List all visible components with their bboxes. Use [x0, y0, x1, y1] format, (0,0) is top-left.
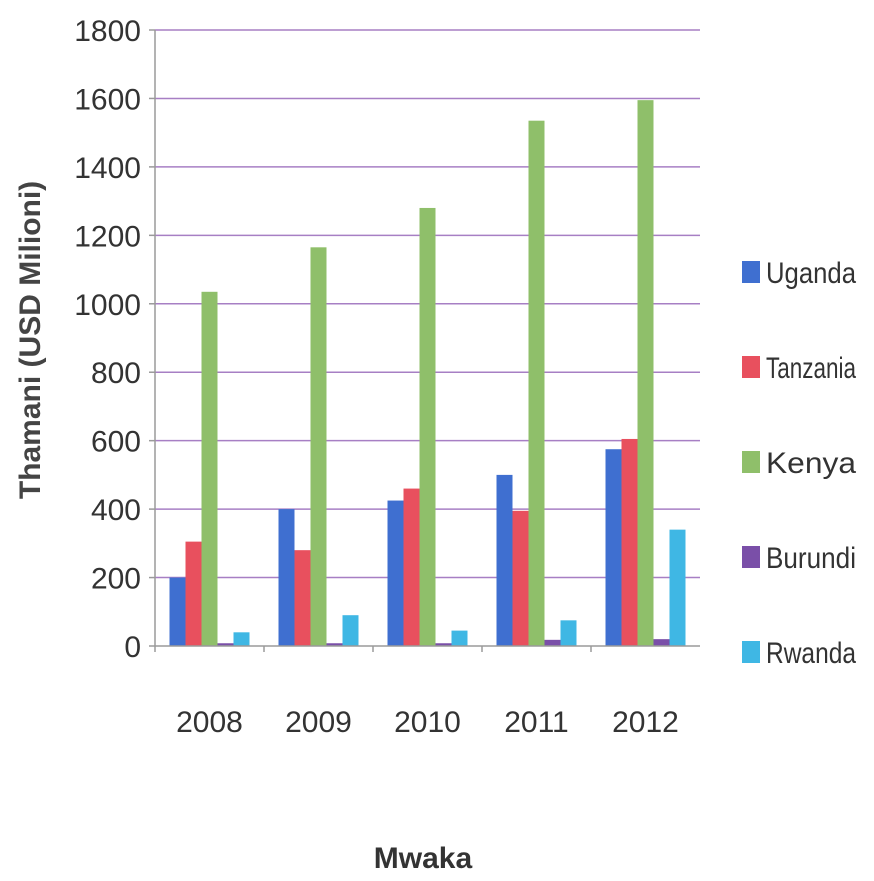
bar-tanzania-2009	[294, 550, 311, 646]
bar-kenya-2010	[419, 207, 436, 646]
legend-label-uganda: Uganda	[766, 257, 856, 290]
y-tick-label: 800	[91, 357, 141, 390]
y-tick-label: 200	[91, 563, 141, 596]
x-axis-title: Mwaka	[374, 842, 473, 875]
y-tick-label: 0	[124, 631, 141, 664]
bar-burundi-2009	[326, 643, 343, 646]
x-tick-label: 2009	[285, 706, 352, 739]
y-tick-label: 1800	[74, 15, 141, 48]
bar-burundi-2008	[217, 643, 234, 646]
y-tick-label: 1400	[74, 152, 141, 185]
bar-burundi-2011	[544, 639, 561, 646]
legend-label-tanzania: Tanzania	[766, 352, 856, 385]
bar-tanzania-2008	[185, 541, 202, 646]
x-tick-label: 2010	[394, 706, 461, 739]
y-tick-label: 1000	[74, 289, 141, 322]
legend-label-burundi: Burundi	[766, 542, 856, 575]
bar-kenya-2009	[310, 247, 327, 647]
y-axis-title: Thamani (USD Milioni)	[14, 181, 47, 499]
bar-rwanda-2012	[669, 529, 686, 646]
legend-swatch-kenya	[742, 451, 760, 473]
bar-burundi-2012	[653, 639, 670, 646]
bar-rwanda-2008	[233, 632, 250, 646]
bar-rwanda-2010	[451, 630, 468, 646]
x-tick-label: 2011	[504, 706, 569, 739]
y-tick-label: 1600	[74, 83, 141, 116]
bar-tanzania-2012	[621, 438, 638, 646]
x-tick-labels: 2008 2009 2010 2011 2012	[154, 646, 679, 739]
bar-tanzania-2010	[403, 488, 420, 646]
bar-kenya-2011	[528, 120, 545, 646]
bars	[169, 100, 686, 647]
legend-swatch-tanzania	[742, 356, 760, 378]
bar-uganda-2010	[387, 500, 404, 646]
bar-uganda-2008	[169, 577, 186, 646]
x-tick-label: 2012	[612, 706, 679, 739]
y-tick-label: 400	[91, 494, 141, 527]
legend-swatch-burundi	[742, 546, 760, 568]
legend-swatch-rwanda	[742, 641, 760, 663]
bar-rwanda-2011	[560, 620, 577, 646]
bar-burundi-2010	[435, 643, 452, 646]
y-tick-label: 600	[91, 426, 141, 459]
x-tick-label: 2008	[176, 706, 243, 739]
bar-kenya-2012	[637, 100, 654, 646]
legend-swatch-uganda	[742, 261, 760, 283]
y-tick-labels: 0 200 400 600 800 1000 1200 1400 1600 1800	[74, 15, 155, 664]
legend-label-kenya: Kenya	[766, 447, 856, 480]
bar-uganda-2011	[496, 474, 513, 646]
legend: Uganda Tanzania Kenya Burundi Rwanda	[742, 257, 856, 670]
y-tick-label: 1200	[74, 220, 141, 253]
bar-rwanda-2009	[342, 615, 359, 646]
bar-tanzania-2011	[512, 510, 529, 646]
bar-uganda-2012	[605, 449, 622, 646]
bar-kenya-2008	[201, 291, 218, 646]
bar-uganda-2009	[278, 509, 295, 646]
legend-label-rwanda: Rwanda	[766, 637, 856, 670]
